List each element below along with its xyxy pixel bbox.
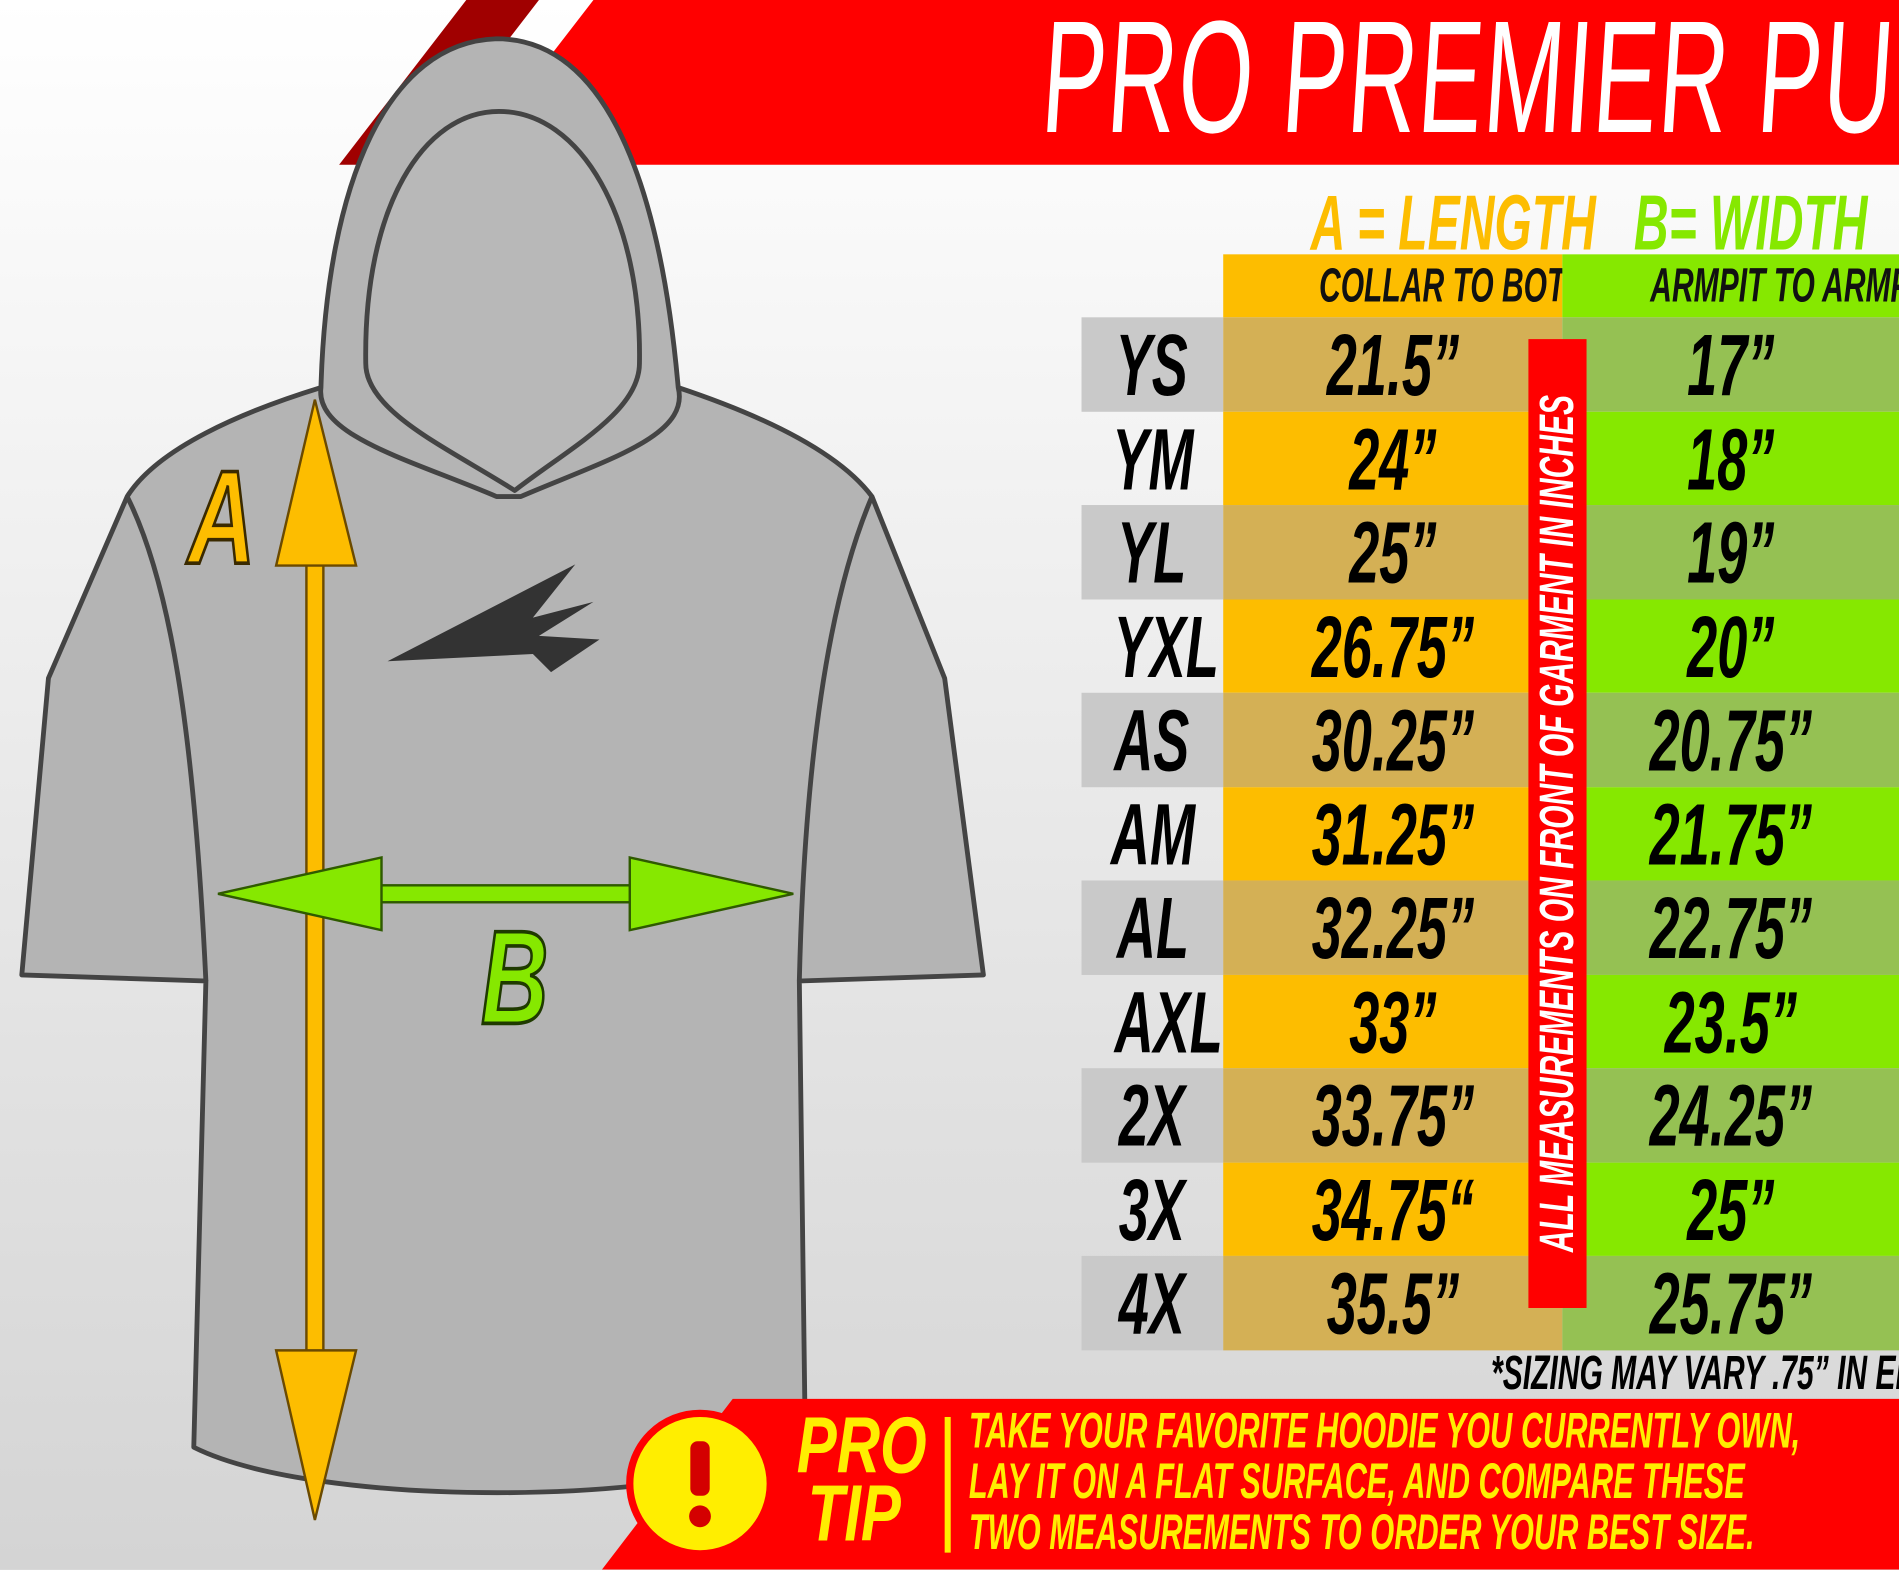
width-cell: 17” — [1562, 317, 1899, 414]
length-cell: 31.25” — [1223, 786, 1563, 883]
width-cell: 19” — [1562, 505, 1899, 602]
table-row: YL 25” 19” — [1081, 505, 1899, 602]
table-row: AXL 33” 23.5” — [1082, 974, 1899, 1072]
size-cell: YXL — [1113, 598, 1219, 696]
width-cell: 23.5” — [1562, 974, 1899, 1071]
width-cell: 18” — [1562, 411, 1899, 508]
width-cell: 21.75” — [1562, 786, 1899, 883]
size-cell: 4X — [1081, 1255, 1224, 1353]
length-cell: 25” — [1223, 505, 1563, 602]
size-cell: YL — [1081, 505, 1224, 602]
measurement-note-strip: ALL MEASUREMENTS ON FRONT OF GARMENT IN … — [1528, 339, 1587, 1308]
size-cell: AS — [1081, 692, 1224, 790]
width-cell: 20” — [1562, 598, 1899, 696]
length-cell: 35.5” — [1223, 1255, 1563, 1353]
table-row: YS 21.5” 17” — [1081, 317, 1899, 414]
size-cell: AM — [1110, 786, 1195, 884]
length-cell: 24” — [1223, 411, 1563, 508]
size-cell: AXL — [1114, 974, 1223, 1072]
pro-tip-band — [601, 1398, 1899, 1570]
table-row: AS 30.25” 20.75” — [1081, 692, 1899, 790]
pro-tip-label: PRO TIP — [796, 1400, 927, 1558]
size-cell: YM — [1111, 411, 1193, 509]
pro-tip-text: TAKE YOUR FAVORITE HOODIE YOU CURRENTLY … — [969, 1405, 1899, 1558]
table-row: 3X 34.75“ 25” — [1082, 1162, 1899, 1259]
length-cell: 33” — [1223, 974, 1563, 1071]
brand-logo-icon — [387, 564, 600, 673]
pro-tip-line: TAKE YOUR FAVORITE HOODIE YOU CURRENTLY … — [968, 1402, 1801, 1459]
width-cell: 25.75” — [1562, 1255, 1899, 1353]
size-cell: 2X — [1081, 1068, 1224, 1165]
length-cell: 30.25” — [1223, 692, 1563, 790]
length-cell: 21.5” — [1223, 317, 1563, 414]
length-legend-title: A = LENGTH — [1310, 179, 1596, 267]
width-cell: 24.25” — [1562, 1068, 1899, 1165]
pro-tip-line: LAY IT ON A FLAT SURFACE, AND COMPARE TH… — [968, 1453, 1745, 1510]
length-cell: 33.75” — [1223, 1068, 1563, 1165]
table-row: 4X 35.5” 25.75” — [1081, 1255, 1899, 1353]
width-cell: 22.75” — [1562, 880, 1899, 977]
width-cell: 20.75” — [1562, 692, 1899, 790]
width-cell: 25” — [1562, 1162, 1899, 1259]
length-cell: 32.25” — [1223, 880, 1563, 977]
pro-tip-line: TWO MEASUREMENTS TO ORDER YOUR BEST SIZE… — [968, 1504, 1755, 1560]
width-marker: B — [481, 904, 548, 1052]
table-row: AM 31.25” 21.75” — [1082, 786, 1899, 884]
hoodie-icon — [19, 36, 986, 1496]
width-legend-subtitle: ARMPIT TO ARMPIT — [1562, 254, 1899, 318]
length-cell: 26.75” — [1223, 598, 1563, 696]
size-cell: 3X — [1119, 1162, 1186, 1259]
length-cell: 34.75“ — [1223, 1162, 1563, 1259]
width-arrow-icon — [217, 855, 794, 932]
width-legend-title: B= WIDTH — [1633, 179, 1868, 267]
length-legend-subtitle: COLLAR TO BOTTOM — [1223, 254, 1632, 318]
sizing-note: *SIZING MAY VARY .75” IN EITHER DIRECTIO… — [1491, 1346, 1899, 1401]
page-title: PRO PREMIER PULLOVER — [1037, 0, 1899, 166]
size-cell: AL — [1081, 880, 1224, 977]
header-band — [466, 0, 1899, 165]
length-marker: A — [186, 444, 256, 592]
table-row: AL 32.25” 22.75” — [1081, 880, 1899, 977]
table-row: 2X 33.75” 24.25” — [1081, 1068, 1899, 1165]
table-row: YXL 26.75” 20” — [1082, 598, 1899, 696]
table-row: YM 24” 18” — [1082, 411, 1899, 509]
pro-tip-divider — [944, 1416, 951, 1553]
size-cell: YS — [1081, 317, 1224, 414]
length-arrow-icon — [274, 399, 358, 1521]
